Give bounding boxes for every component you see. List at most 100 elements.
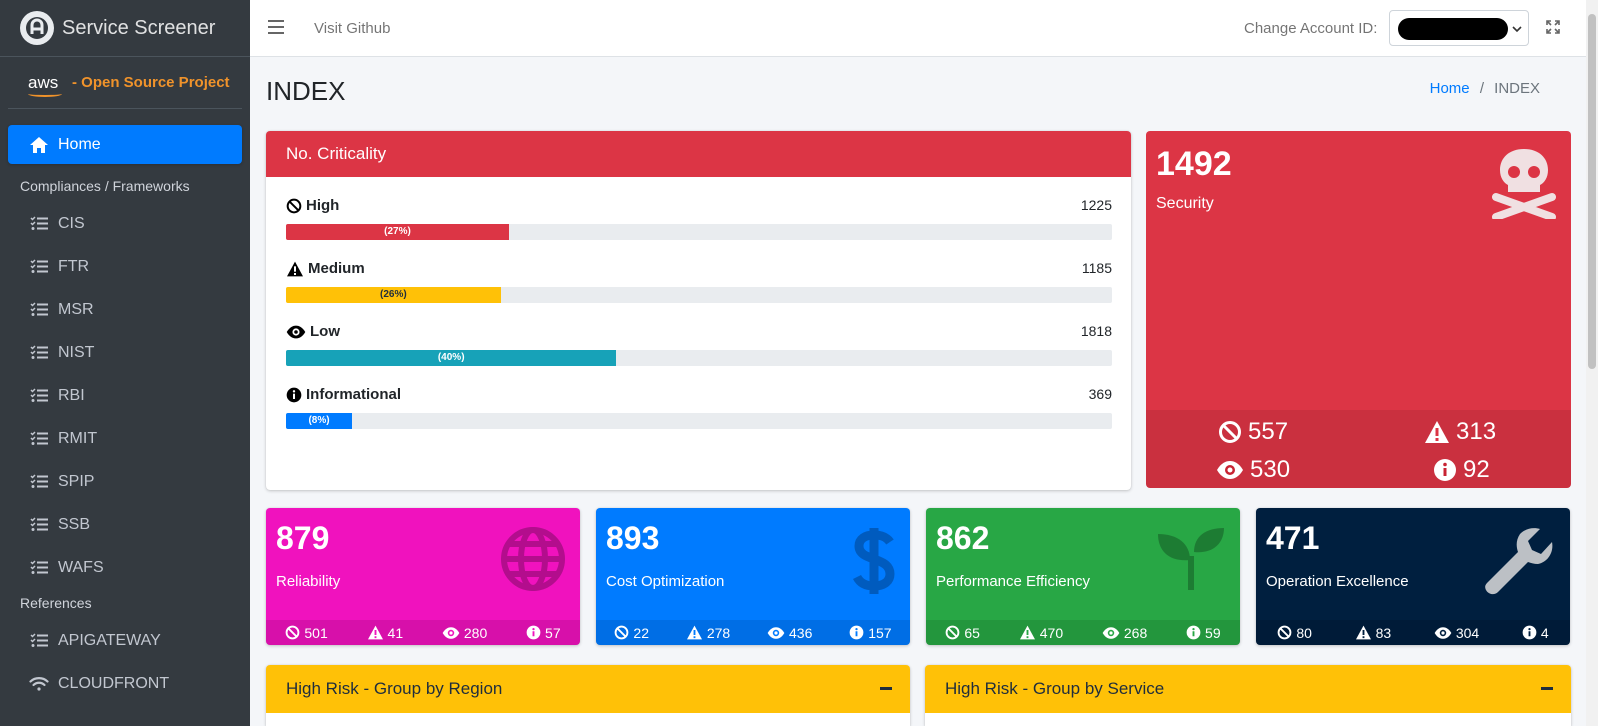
- sidebar-item-cis[interactable]: CIS: [8, 202, 242, 245]
- criticality-label: High: [286, 197, 1112, 214]
- security-total: 1492: [1156, 145, 1232, 183]
- criticality-label: Informational: [286, 386, 1112, 403]
- brand[interactable]: Service Screener: [0, 0, 250, 57]
- pillar-medium-value: 83: [1375, 624, 1392, 641]
- pillar-medium-stat: 83: [1355, 624, 1392, 641]
- pillar-info-value: 57: [545, 624, 561, 641]
- breadcrumb-home-link[interactable]: Home: [1429, 80, 1470, 97]
- risk-card-service: High Risk - Group by Service: [925, 665, 1571, 726]
- risk-card-region: High Risk - Group by Region: [266, 665, 910, 726]
- sidebar-item-rmit[interactable]: RMIT: [8, 417, 242, 460]
- seedling-icon: [1154, 526, 1226, 597]
- info-icon: [1433, 458, 1457, 482]
- minus-icon[interactable]: [880, 687, 892, 690]
- pillar-low-value: 304: [1455, 624, 1480, 641]
- pillar-stats-footer: 80 83 304 4: [1256, 620, 1570, 645]
- pillar-info-value: 4: [1540, 624, 1549, 641]
- eye-icon: [1102, 626, 1120, 640]
- criticality-label: Low: [286, 323, 1112, 340]
- pillar-medium-stat: 470: [1019, 625, 1063, 641]
- criticality-count: 369: [1088, 386, 1112, 402]
- eye-icon: [1216, 460, 1244, 480]
- account-id-select[interactable]: [1389, 10, 1529, 46]
- dollar-icon: [852, 526, 896, 601]
- pillar-box-performance-efficiency[interactable]: 862 Performance Efficiency 65 470 268 59: [926, 508, 1240, 645]
- criticality-label-text: Informational: [306, 386, 402, 403]
- pillar-box-cost-optimization[interactable]: 893 Cost Optimization 22 278 436 157: [596, 508, 910, 645]
- criticality-label-text: Medium: [308, 260, 365, 277]
- sidebar-item-apigateway[interactable]: APIGATEWAY: [8, 619, 242, 662]
- pillar-label: Performance Efficiency: [936, 573, 1090, 590]
- pillar-medium-value: 41: [387, 624, 404, 641]
- sidebar-item-label: CLOUDFRONT: [58, 674, 170, 692]
- criticality-label-text: High: [306, 197, 340, 214]
- sidebar: Service Screener aws - Open Source Proje…: [0, 0, 250, 726]
- hamburger-menu-icon[interactable]: [268, 20, 284, 39]
- pillar-total: 879: [276, 520, 330, 556]
- list-check-icon: [28, 517, 50, 532]
- sidebar-item-nist[interactable]: NIST: [8, 331, 242, 374]
- aws-logo-text: aws: [28, 73, 59, 92]
- nav-header-references: References: [20, 595, 92, 611]
- pillar-medium-value: 278: [706, 624, 731, 641]
- sidebar-item-spip[interactable]: SPIP: [8, 460, 242, 503]
- list-check-icon: [28, 302, 50, 317]
- nav-header-compliances: Compliances / Frameworks: [20, 178, 190, 194]
- sidebar-item-label: MSR: [58, 300, 94, 318]
- ban-icon: [614, 625, 629, 640]
- warning-icon: [686, 625, 703, 640]
- visit-github-link[interactable]: Visit Github: [314, 20, 391, 37]
- risk-card-service-title: High Risk - Group by Service: [945, 679, 1165, 698]
- sidebar-item-wafs[interactable]: WAFS: [8, 546, 242, 589]
- pillar-box-operation-excellence[interactable]: 471 Operation Excellence 80 83 304 4: [1256, 508, 1570, 645]
- pillar-info-value: 157: [868, 624, 892, 641]
- criticality-progress-bar: (8%): [286, 413, 353, 429]
- fullscreen-icon[interactable]: [1546, 20, 1560, 39]
- page-scrollbar[interactable]: [1586, 0, 1598, 726]
- pillar-info-stat: 57: [526, 625, 561, 641]
- pillar-stats-footer: 65 470 268 59: [926, 620, 1240, 645]
- sidebar-item-label: APIGATEWAY: [58, 631, 161, 649]
- pillar-low-value: 280: [463, 624, 488, 641]
- sidebar-item-label: RMIT: [58, 429, 98, 447]
- sidebar-item-rbi[interactable]: RBI: [8, 374, 242, 417]
- sidebar-item-label: WAFS: [58, 558, 104, 576]
- security-summary-box[interactable]: 1492 Security 557 313 530 92: [1146, 131, 1571, 488]
- info-icon: [286, 387, 302, 403]
- pillar-high-stat: 501: [285, 625, 328, 641]
- sidebar-item-home[interactable]: Home: [8, 125, 242, 164]
- compliance-list: CIS FTR MSR NIST RBI RMIT SPIP SSB WAFS: [8, 202, 242, 589]
- criticality-progress-track: (40%): [286, 350, 1112, 366]
- sidebar-item-ssb[interactable]: SSB: [8, 503, 242, 546]
- security-high-stat: 557: [1218, 418, 1288, 446]
- aws-project-text: - Open Source Project: [72, 74, 230, 91]
- pillar-low-stat: 268: [1102, 625, 1147, 641]
- info-icon: [1186, 625, 1201, 640]
- criticality-progress-bar: (26%): [286, 287, 501, 303]
- sidebar-item-label: SPIP: [58, 472, 95, 490]
- warning-icon: [1019, 625, 1036, 640]
- minus-icon[interactable]: [1541, 687, 1553, 690]
- ban-icon: [1277, 625, 1292, 640]
- sidebar-item-label: SSB: [58, 515, 91, 533]
- pillar-low-stat: 304: [1434, 625, 1479, 641]
- aws-logo: aws: [28, 73, 68, 97]
- pillar-total: 471: [1266, 520, 1320, 556]
- sidebar-item-cloudfront[interactable]: CLOUDFRONT: [8, 662, 242, 705]
- pillar-label: Operation Excellence: [1266, 573, 1409, 590]
- sidebar-item-msr[interactable]: MSR: [8, 288, 242, 331]
- criticality-progress-track: (26%): [286, 287, 1112, 303]
- scrollbar-thumb[interactable]: [1588, 14, 1596, 369]
- pillar-info-stat: 157: [849, 624, 892, 641]
- pillar-box-reliability[interactable]: 879 Reliability 501 41 280 57: [266, 508, 580, 645]
- criticality-progress-bar: (40%): [286, 350, 617, 366]
- ban-icon: [945, 625, 960, 640]
- sidebar-item-ftr[interactable]: FTR: [8, 245, 242, 288]
- security-low-stat: 530: [1216, 456, 1290, 484]
- redacted-account-value: [1398, 18, 1508, 40]
- list-check-icon: [28, 388, 50, 403]
- ban-icon: [286, 198, 302, 214]
- sidebar-nav: Home Compliances / Frameworks CIS FTR MSR N…: [0, 125, 250, 705]
- criticality-count: 1185: [1081, 260, 1112, 276]
- pillar-total: 862: [936, 520, 990, 556]
